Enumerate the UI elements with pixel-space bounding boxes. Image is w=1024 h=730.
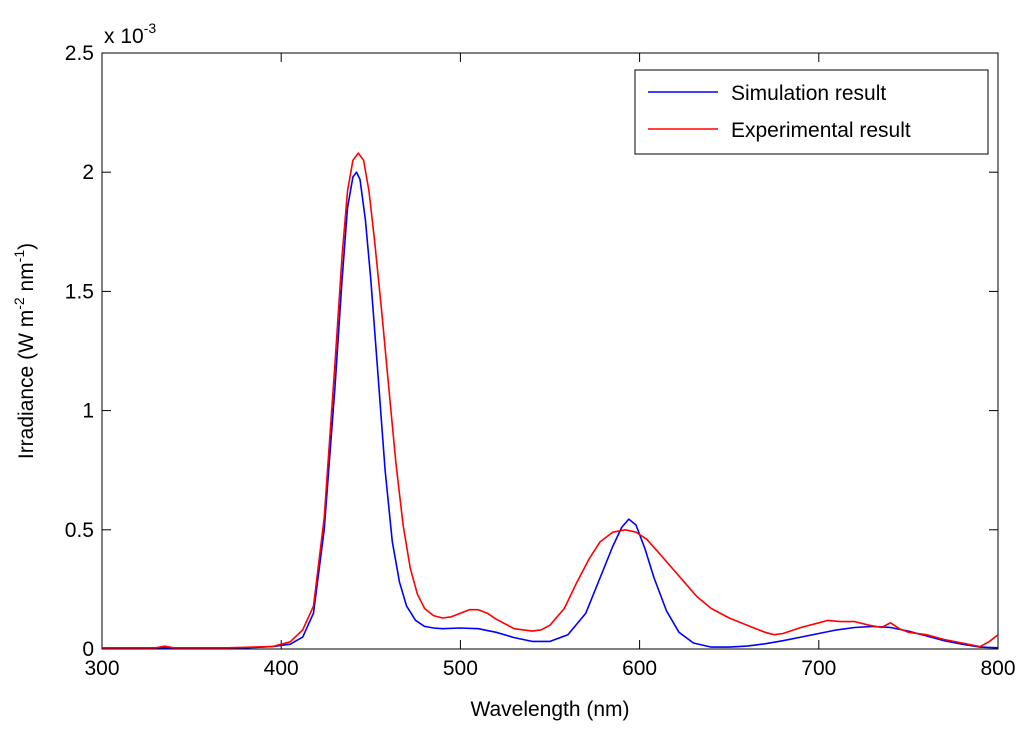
x-axis-label: Wavelength (nm) xyxy=(470,698,629,721)
x-tick-label: 400 xyxy=(264,657,299,680)
y-axis-label: Irradiance (W m-2 nm-1) xyxy=(11,243,38,459)
y-tick-label: 0 xyxy=(82,638,94,661)
legend: Simulation result Experimental result xyxy=(634,69,989,155)
y-tick-label: 1.5 xyxy=(65,280,94,303)
x-tick-label: 800 xyxy=(980,657,1015,680)
x-tick-label: 500 xyxy=(443,657,478,680)
legend-box xyxy=(634,69,989,155)
series-layer xyxy=(102,152,999,649)
series-line-simulation xyxy=(102,171,999,649)
y-tick-label: 1 xyxy=(82,400,94,423)
y-tick-label: 2.5 xyxy=(65,42,94,65)
y-tick-label: 0.5 xyxy=(65,519,94,542)
legend-label-experimental: Experimental result xyxy=(731,119,911,142)
y-tick-label: 2 xyxy=(82,161,94,184)
series-line-experimental xyxy=(102,152,999,649)
y-multiplier-exponent: -3 xyxy=(144,20,157,36)
legend-label-simulation: Simulation result xyxy=(731,82,886,105)
y-multiplier: x 10-3 xyxy=(104,20,156,48)
x-tick-label: 700 xyxy=(801,657,836,680)
x-tick-label: 600 xyxy=(622,657,657,680)
x-tick-label: 300 xyxy=(84,657,119,680)
